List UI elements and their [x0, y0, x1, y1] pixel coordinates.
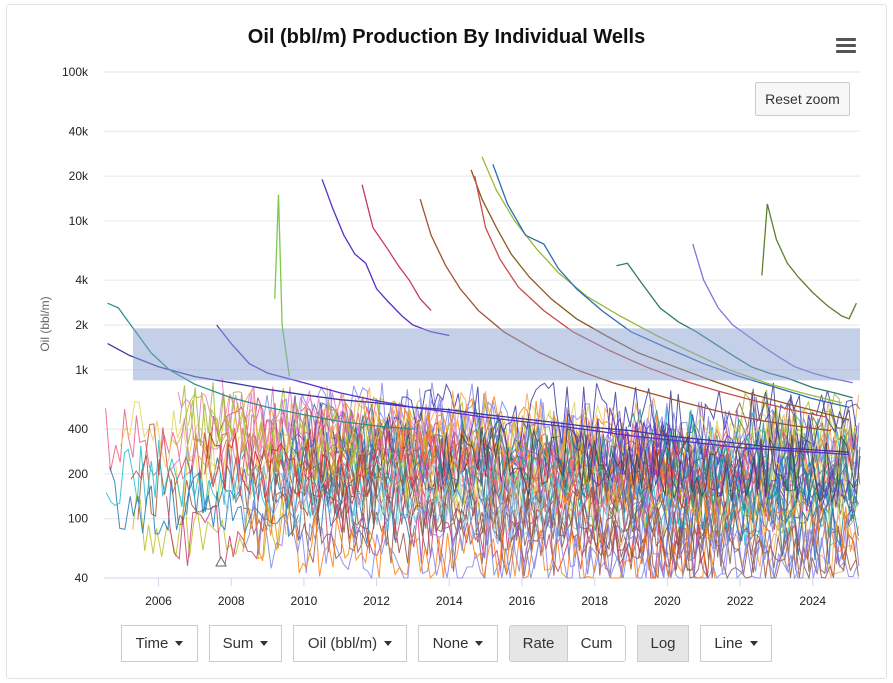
well-series-line[interactable] — [761, 203, 857, 320]
x-tick-label: 2014 — [436, 594, 463, 608]
time-dropdown-label: Time — [135, 635, 169, 652]
background-well-line — [395, 402, 860, 553]
time-dropdown[interactable]: Time — [121, 625, 198, 662]
background-well-line — [418, 488, 826, 580]
background-well-line — [186, 457, 299, 538]
x-tick-label: 2018 — [581, 594, 608, 608]
x-tick-label: 2006 — [145, 594, 172, 608]
chevron-down-icon — [260, 641, 269, 646]
well-series-line[interactable] — [492, 164, 850, 408]
y-tick-label: 1k — [75, 363, 89, 377]
background-well-line — [344, 412, 612, 498]
zoom-selection-band[interactable] — [133, 328, 861, 381]
background-well-line — [350, 423, 472, 492]
background-well-line — [627, 409, 859, 501]
y-tick-label: 200 — [68, 467, 88, 481]
background-well-line — [222, 453, 568, 545]
metric-dropdown[interactable]: Oil (bbl/m) — [293, 625, 407, 662]
metric-dropdown-label: Oil (bbl/m) — [307, 635, 378, 652]
x-tick-label: 2010 — [291, 594, 318, 608]
background-well-line — [473, 402, 644, 500]
chart-type-dropdown[interactable]: Line — [700, 625, 772, 662]
x-tick-label: 2008 — [218, 594, 245, 608]
x-tick-label: 2020 — [654, 594, 681, 608]
background-well-line — [441, 424, 861, 504]
y-tick-label: 10k — [69, 214, 89, 228]
background-well-line — [242, 501, 716, 580]
background-well-line — [294, 499, 709, 579]
background-well-line — [132, 493, 287, 560]
background-well-line — [656, 449, 857, 539]
rate-toggle-button[interactable]: Rate — [509, 625, 568, 662]
chart-controls: Time Sum Oil (bbl/m) None Rate Cum Log L… — [0, 625, 893, 662]
chart-title: Oil (bbl/m) Production By Individual Wel… — [247, 26, 646, 48]
y-tick-label: 40k — [69, 124, 89, 138]
chart-type-dropdown-label: Line — [714, 635, 743, 652]
navigator-marker[interactable] — [215, 555, 227, 567]
grouping-dropdown[interactable]: None — [418, 625, 498, 662]
background-well-line — [166, 496, 268, 567]
y-tick-label: 100k — [62, 65, 89, 79]
reset-zoom-button[interactable]: Reset zoom — [755, 82, 850, 116]
well-series-line[interactable] — [481, 156, 842, 404]
background-well-line — [719, 437, 858, 505]
chevron-down-icon — [475, 641, 484, 646]
y-tick-label: 4k — [75, 273, 89, 287]
background-well-line — [287, 453, 635, 539]
y-tick-label: 400 — [68, 422, 88, 436]
y-tick-label: 2k — [75, 318, 89, 332]
y-tick-label: 100 — [68, 512, 88, 526]
x-tick-label: 2012 — [363, 594, 390, 608]
y-tick-label: 20k — [69, 169, 89, 183]
x-tick-label: 2016 — [509, 594, 536, 608]
x-tick-label: 2022 — [727, 594, 754, 608]
zoom-selection — [133, 328, 861, 381]
background-well-line — [697, 435, 856, 505]
well-series-line[interactable] — [419, 199, 831, 432]
hamburger-menu-icon[interactable] — [836, 38, 856, 54]
x-axis-ticks: 2006 2008 2010 2012 2014 2016 2018 2020 2022 2024 — [145, 578, 826, 608]
well-series-line[interactable] — [361, 184, 432, 312]
y-axis-label: Oil (bbl/m) — [38, 296, 52, 351]
chevron-down-icon — [384, 641, 393, 646]
background-well-line — [755, 382, 858, 451]
cum-toggle-button[interactable]: Cum — [567, 625, 626, 662]
y-tick-label: 40 — [75, 571, 89, 585]
background-well-line — [326, 385, 662, 462]
y-axis-ticks: 100k 40k 20k 10k 4k 2k 1k 400 200 100 40 — [62, 65, 89, 585]
well-series-line[interactable] — [321, 179, 450, 337]
sum-dropdown[interactable]: Sum — [209, 625, 282, 662]
background-well-line — [204, 432, 379, 506]
sum-dropdown-label: Sum — [222, 635, 254, 652]
background-well-line — [225, 403, 321, 480]
chevron-down-icon — [749, 641, 758, 646]
well-series-line[interactable] — [107, 302, 413, 430]
x-tick-label: 2024 — [799, 594, 826, 608]
grouping-dropdown-label: None — [432, 635, 469, 652]
background-well-line — [179, 382, 407, 468]
chevron-down-icon — [175, 641, 184, 646]
log-toggle-button[interactable]: Log — [637, 625, 689, 662]
